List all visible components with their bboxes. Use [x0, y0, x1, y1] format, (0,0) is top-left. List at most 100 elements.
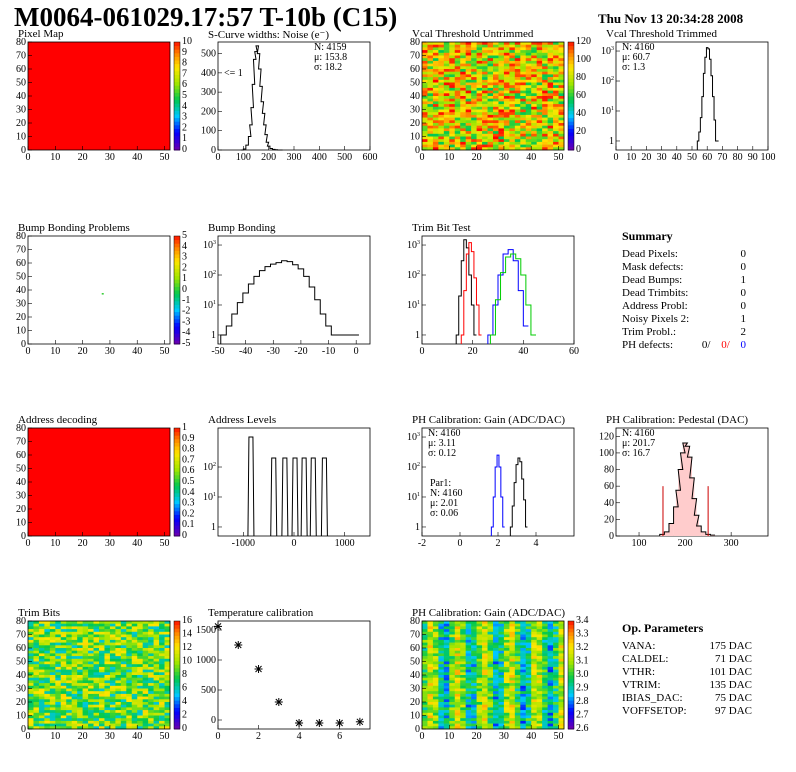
peak-line — [309, 457, 317, 537]
panel-address-decoding: Address decoding 0 0.1 0.2 0.3 0.4 0.5 0.6 0.7 0.… — [14, 414, 195, 549]
palette-label: 8 — [182, 58, 187, 69]
palette-step — [174, 438, 180, 443]
palette-step — [174, 275, 180, 280]
palette-label: 4 — [182, 241, 187, 252]
palette-label: 12 — [182, 642, 192, 653]
palette-label: 40 — [576, 108, 586, 119]
x-tick-label: 30 — [105, 731, 115, 742]
y-tick-label: 10 — [16, 132, 26, 143]
y-tick-label: 400 — [201, 68, 216, 79]
palette-step — [174, 239, 180, 244]
summary-box: Summary Dead Pixels: 0 Mask defects: 0 Dead … — [622, 229, 746, 352]
palette-step — [568, 52, 574, 57]
chart-svg: 0 20 40 60 1 101 102 103 — [407, 235, 579, 357]
palette-step — [174, 282, 180, 287]
x-tick-label: 0 — [420, 152, 425, 163]
palette-step — [174, 510, 180, 515]
palette-label: 14 — [182, 629, 192, 640]
op-param-label: VOFFSETOP: — [622, 705, 687, 717]
palette-label: 0.1 — [182, 519, 195, 530]
palette-label: 0.8 — [182, 444, 195, 455]
palette-step — [568, 649, 574, 654]
hist-line — [240, 45, 283, 151]
palette-step — [174, 718, 180, 723]
y-tick-label: 30 — [16, 299, 26, 310]
y-tick-label: 30 — [16, 684, 26, 695]
palette-step — [174, 85, 180, 90]
palette-label: 0 — [182, 530, 187, 541]
palette-step — [174, 456, 180, 461]
heatmap-cells — [28, 621, 171, 730]
palette-step — [174, 653, 180, 658]
y-tick-label: 80 — [16, 616, 26, 627]
palette-step — [174, 449, 180, 454]
x-tick-label: 6 — [337, 731, 342, 742]
y-tick-label: 101 — [601, 106, 614, 117]
palette-step — [174, 700, 180, 705]
palette-step — [174, 128, 180, 133]
palette-label: 2.6 — [576, 723, 589, 734]
y-tick-label: 120 — [599, 431, 614, 442]
chart-title: S-Curve widths: Noise (e⁻) — [208, 29, 329, 41]
x-tick-label: 200 — [261, 152, 276, 163]
y-tick-label: 30 — [410, 684, 420, 695]
op-param-row: IBIAS_DAC: 75 DAC — [622, 692, 752, 705]
palette-step — [568, 642, 574, 647]
y-tick-label: 20 — [410, 697, 420, 708]
scatter-point — [315, 719, 324, 727]
x-tick-label: 10 — [444, 731, 454, 742]
palette-step — [174, 139, 180, 144]
palette-step — [174, 518, 180, 523]
palette-step — [568, 700, 574, 705]
palette-step — [174, 474, 180, 479]
palette-step — [568, 703, 574, 708]
palette-step — [174, 528, 180, 533]
x-tick-label: 50 — [687, 152, 697, 163]
x-tick-label: 50 — [160, 152, 170, 163]
chart-title: Trim Bits — [18, 607, 61, 619]
summary-row: Address Probl: 0 — [622, 300, 746, 313]
palette-step — [174, 114, 180, 119]
panel-ph-gain: PH Calibration: Gain (ADC/DAC) -2 0 2 4 1 101 1… — [407, 414, 588, 549]
summary-row: Dead Trimbits: 0 — [622, 287, 746, 300]
palette-step — [174, 500, 180, 505]
palette-step — [174, 642, 180, 647]
hist-fill — [685, 446, 690, 536]
palette-step — [174, 336, 180, 341]
x-tick-label: 30 — [499, 152, 509, 163]
palette-step — [174, 110, 180, 115]
palette-step — [174, 664, 180, 669]
series-line — [490, 454, 505, 536]
op-param-label: VTHR: — [622, 666, 655, 678]
y-tick-label: 50 — [16, 78, 26, 89]
palette-step — [174, 707, 180, 712]
panel-address-levels: Address Levels -1000 0 1000 1 101 102 — [203, 414, 384, 549]
palette-step — [174, 74, 180, 79]
hist-fill — [687, 457, 692, 536]
hist-fill — [659, 534, 665, 536]
palette-step — [174, 514, 180, 519]
scatter-point — [295, 719, 304, 727]
palette-step — [174, 621, 180, 626]
y-tick-label: 0 — [211, 145, 216, 156]
y-tick-label: 50 — [16, 272, 26, 283]
palette-step — [174, 322, 180, 327]
summary-title: Summary — [622, 229, 673, 243]
palette-label: 3.0 — [576, 669, 589, 680]
palette-step — [568, 657, 574, 662]
palette-step — [174, 725, 180, 730]
palette-label: 0.6 — [182, 465, 195, 476]
plot-frame — [217, 620, 371, 730]
summary-ph-label: PH defects: — [622, 339, 674, 351]
heatmap-cell — [101, 293, 104, 295]
palette-frame — [173, 41, 181, 151]
y-tick-label: 50 — [16, 657, 26, 668]
scatter-point — [274, 698, 283, 706]
y-tick-label: 10 — [410, 711, 420, 722]
y-tick-label: 103 — [203, 240, 216, 251]
palette-label: 3.4 — [576, 615, 589, 626]
par1-stat-line: μ: 2.01 — [430, 498, 458, 509]
chart-title: Vcal Threshold Untrimmed — [412, 28, 534, 40]
summary-label: Dead Bumps: — [622, 274, 683, 286]
